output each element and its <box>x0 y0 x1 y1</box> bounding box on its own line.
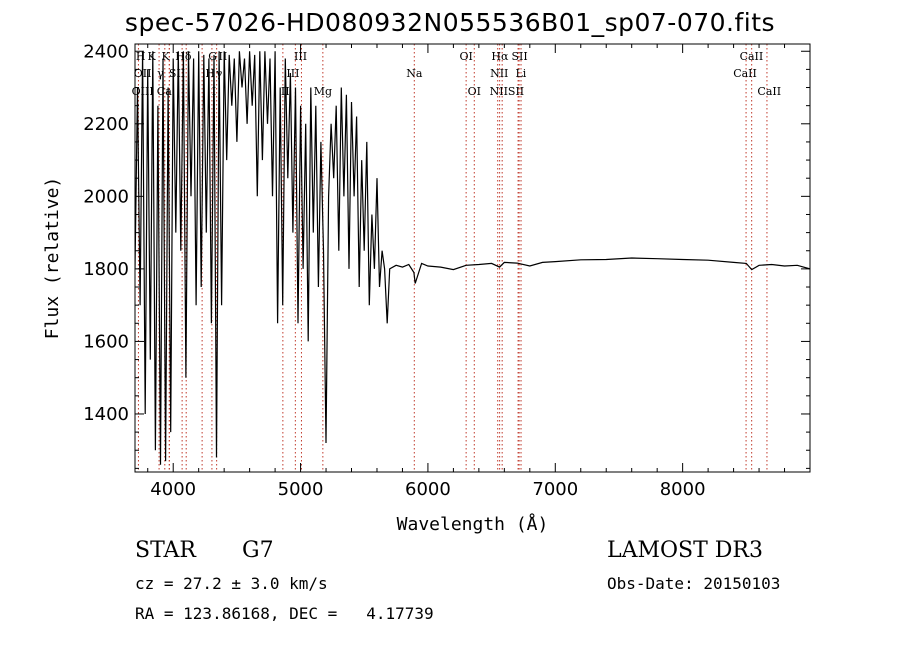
marker-label: III <box>286 67 299 80</box>
marker-label: K <box>147 50 156 63</box>
marker-label: Mg <box>314 85 332 98</box>
marker-label: γ <box>157 67 164 80</box>
marker-label: OIII <box>132 85 154 98</box>
y-tick-label: 2200 <box>83 114 129 135</box>
ra-dec-coordinates: RA = 123.86168, DEC = 4.17739 <box>135 604 434 623</box>
y-tick-label: 2400 <box>83 41 129 62</box>
x-tick-label: 5000 <box>278 479 324 500</box>
marker-label: CaII <box>740 50 764 63</box>
x-tick-label: 8000 <box>660 479 706 500</box>
redshift-value: cz = 27.2 ± 3.0 km/s <box>135 574 328 593</box>
marker-label: II <box>219 50 228 63</box>
marker-label: II <box>281 85 290 98</box>
marker-label: H <box>205 67 215 80</box>
x-axis-label: Wavelength (Å) <box>397 513 549 535</box>
x-tick-label: 7000 <box>532 479 578 500</box>
x-tick-label: 4000 <box>150 479 196 500</box>
y-tick-label: 1600 <box>83 331 129 352</box>
marker-label: H <box>136 50 146 63</box>
object-class: STAR <box>135 538 196 563</box>
marker-label: NIISII <box>490 85 525 98</box>
marker-label: OI <box>459 50 472 63</box>
y-tick-label: 1400 <box>83 404 129 425</box>
y-tick-label: 1800 <box>83 259 129 280</box>
chart-title: spec-57026-HD080932N055536B01_sp07-070.f… <box>124 8 776 37</box>
object-subclass: G7 <box>242 538 274 563</box>
marker-label: CaII <box>757 85 781 98</box>
marker-label: Ca <box>157 85 172 98</box>
marker-label: Hα <box>491 50 509 63</box>
marker-label: SII <box>512 50 528 63</box>
marker-label: III <box>294 50 307 63</box>
survey-label: LAMOST DR3 <box>607 538 763 563</box>
x-tick-label: 6000 <box>405 479 451 500</box>
marker-label: I <box>212 85 216 98</box>
y-axis-label: Flux (relative) <box>42 177 63 340</box>
observation-date: Obs-Date: 20150103 <box>607 574 781 593</box>
marker-label: G <box>208 50 217 63</box>
marker-label: K <box>161 50 170 63</box>
marker-label: γ <box>216 67 223 80</box>
marker-label: CaII <box>733 67 757 80</box>
plot-frame <box>134 43 811 473</box>
marker-label: Hδ <box>175 50 192 63</box>
marker-label: Li <box>515 67 526 80</box>
marker-label: NII <box>490 67 508 80</box>
marker-label: OI <box>468 85 481 98</box>
marker-label: OII <box>134 67 152 80</box>
marker-label: Na <box>406 67 423 80</box>
y-tick-label: 2000 <box>83 186 129 207</box>
marker-label: SII <box>169 67 185 80</box>
spectrum-line <box>135 51 810 465</box>
